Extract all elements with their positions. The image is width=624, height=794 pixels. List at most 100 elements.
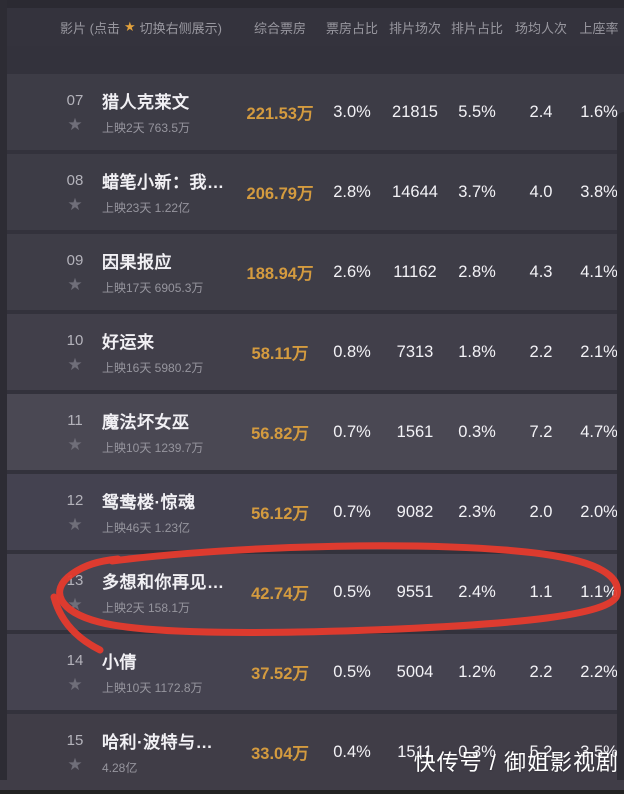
movie-cell: 10 ★ 好运来 上映16天 5980.2万 [0,328,240,376]
movie-title[interactable]: 哈利·波特与… [102,733,214,752]
table-row[interactable]: 14 ★ 小倩 上映10天 1172.8万 37.52万 0.5% 5004 1… [0,634,624,710]
movie-release-info: 上映46天 1.23亿 [102,521,191,535]
occupancy-rate: 2.0% [580,502,618,521]
movie-title[interactable]: 魔法坏女巫 [102,413,190,432]
session-count: 9551 [396,582,434,601]
session-count: 1511 [397,742,433,761]
movie-title[interactable]: 蜡笔小新：我… [102,173,225,192]
movie-cell: 15 ★ 哈利·波特与… 4.28亿 [0,728,240,776]
avg-attendance: 4.0 [529,182,553,201]
occupancy-rate: 2.1% [580,342,618,361]
favorite-star-icon[interactable]: ★ [67,354,83,374]
avg-attendance: 7.2 [529,422,553,441]
table-row[interactable]: 11 ★ 魔法坏女巫 上映10天 1239.7万 56.82万 0.7% 156… [0,394,624,470]
favorite-star-icon[interactable]: ★ [67,514,83,534]
favorite-star-icon[interactable]: ★ [67,434,83,454]
favorite-star-icon[interactable]: ★ [67,594,83,614]
avg-attendance: 4.3 [529,262,553,281]
rank-label: 12 [66,491,84,509]
column-header-box-share: 票房占比 [325,20,378,36]
session-count: 5004 [396,662,434,681]
table-header: 影片 (点击 ★ 切换右侧展示) 综合票房 票房占比 排片场次 排片占比 场均人… [0,8,624,46]
favorite-star-icon[interactable]: ★ [67,194,83,214]
movie-info: 好运来 上映16天 5980.2万 [102,328,203,376]
table-row[interactable]: 07 ★ 猎人克莱文 上映2天 763.5万 221.53万 3.0% 2181… [0,74,624,150]
table-row[interactable]: 12 ★ 鸳鸯楼·惊魂 上映46天 1.23亿 56.12万 0.7% 9082… [0,474,624,550]
box-office-share: 0.5% [333,662,371,681]
movie-column-header: 影片 (点击 ★ 切换右侧展示) [0,18,240,37]
table-row[interactable]: 10 ★ 好运来 上映16天 5980.2万 58.11万 0.8% 7313 … [0,314,624,390]
rank-label: 14 [66,651,84,669]
movie-info: 蜡笔小新：我… 上映23天 1.22亿 [102,168,225,216]
right-edge-shade [617,112,624,780]
favorite-star-icon[interactable]: ★ [67,754,83,774]
rank-star-group: 09 ★ [60,252,90,293]
table-row[interactable]: 09 ★ 因果报应 上映17天 6905.3万 188.94万 2.6% 111… [0,234,624,310]
rank-label: 13 [66,571,84,589]
table-row[interactable]: 13 ★ 多想和你再见… 上映2天 158.1万 42.74万 0.5% 955… [0,554,624,630]
column-header-box-office: 综合票房 [253,20,306,36]
box-office-share: 3.0% [333,102,371,121]
movie-info: 因果报应 上映17天 6905.3万 [102,248,203,296]
left-edge-shade [0,0,7,780]
occupancy-rate: 4.1% [580,262,618,281]
movie-release-info: 上映17天 6905.3万 [102,281,204,295]
avg-attendance: 2.2 [529,662,553,681]
session-share: 1.8% [458,342,496,361]
box-office-value: 58.11万 [251,345,309,363]
box-office-value: 56.12万 [251,505,309,523]
rank-star-group: 15 ★ [60,732,90,773]
top-edge-shade [0,0,624,8]
box-office-value: 37.52万 [251,665,309,683]
movie-cell: 07 ★ 猎人克莱文 上映2天 763.5万 [0,88,240,136]
session-share: 3.7% [458,182,496,201]
movie-header-label: 影片 (点击 [60,20,120,36]
session-share: 2.8% [458,262,496,281]
table-row[interactable]: 15 ★ 哈利·波特与… 4.28亿 33.04万 0.4% 1511 0.3%… [0,714,624,790]
movie-cell: 08 ★ 蜡笔小新：我… 上映23天 1.22亿 [0,168,240,216]
box-office-share: 0.7% [333,422,371,441]
box-office-share: 0.4% [333,742,371,761]
movie-info: 小倩 上映10天 1172.8万 [102,648,203,696]
movie-release-info: 上映2天 763.5万 [102,121,191,135]
box-office-share: 0.7% [333,502,371,521]
avg-attendance: 5.2 [529,742,553,761]
rank-star-group: 08 ★ [60,172,90,213]
movie-title[interactable]: 因果报应 [102,253,172,272]
movie-title[interactable]: 猎人克莱文 [102,93,190,112]
star-icon: ★ [123,19,136,34]
session-count: 1561 [396,422,434,441]
column-header-occupancy: 上座率 [579,20,619,36]
movie-cell: 09 ★ 因果报应 上映17天 6905.3万 [0,248,240,296]
box-office-value: 206.79万 [246,185,314,203]
rank-star-group: 07 ★ [60,92,90,133]
favorite-star-icon[interactable]: ★ [67,114,83,134]
box-office-value: 33.04万 [251,745,309,763]
table-row[interactable]: 08 ★ 蜡笔小新：我… 上映23天 1.22亿 206.79万 2.8% 14… [0,154,624,230]
rank-label: 09 [66,251,84,269]
movie-release-info: 上映2天 158.1万 [102,601,191,615]
occupancy-rate: 4.7% [580,422,618,441]
avg-attendance: 2.0 [529,502,553,521]
movie-info: 哈利·波特与… 4.28亿 [102,728,213,776]
box-office-value: 42.74万 [251,585,309,603]
session-count: 7313 [396,342,434,361]
box-office-share: 2.6% [333,262,371,281]
movie-info: 魔法坏女巫 上映10天 1239.7万 [102,408,203,456]
favorite-star-icon[interactable]: ★ [67,274,83,294]
box-office-value: 56.82万 [251,425,309,443]
movie-title[interactable]: 鸳鸯楼·惊魂 [102,493,196,512]
movie-title[interactable]: 小倩 [102,653,137,672]
rank-star-group: 13 ★ [60,572,90,613]
occupancy-rate: 3.8% [580,182,618,201]
movie-cell: 11 ★ 魔法坏女巫 上映10天 1239.7万 [0,408,240,456]
movie-title[interactable]: 多想和你再见… [102,573,225,592]
session-share: 0.3% [458,422,496,441]
movie-title[interactable]: 好运来 [102,333,155,352]
column-header-session-share: 排片占比 [450,20,503,36]
box-office-share: 0.5% [333,582,371,601]
occupancy-rate: 1.6% [580,102,618,121]
rank-label: 08 [66,171,84,189]
favorite-star-icon[interactable]: ★ [67,674,83,694]
movie-cell: 14 ★ 小倩 上映10天 1172.8万 [0,648,240,696]
